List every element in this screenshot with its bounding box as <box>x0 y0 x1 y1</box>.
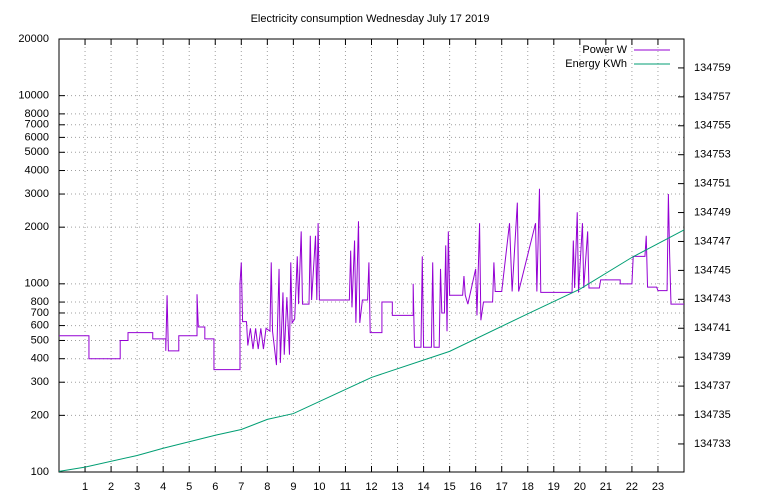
y2-tick-label: 134735 <box>694 409 731 421</box>
y-tick-label: 5000 <box>25 146 49 158</box>
y-tick-label: 7000 <box>25 119 49 131</box>
x-tick-label: 12 <box>365 481 377 493</box>
y2-tick-label: 134753 <box>694 149 731 161</box>
y2-tick-label: 134759 <box>694 62 731 74</box>
y-tick-label: 20000 <box>18 33 49 45</box>
y2-tick-label: 134757 <box>694 91 731 103</box>
x-tick-label: 13 <box>391 481 403 493</box>
y2-tick-label: 134733 <box>694 438 731 450</box>
y-tick-label: 10000 <box>18 90 49 102</box>
x-tick-label: 3 <box>134 481 140 493</box>
x-tick-label: 6 <box>212 481 218 493</box>
x-tick-label: 14 <box>417 481 429 493</box>
y-tick-label: 2000 <box>25 221 49 233</box>
y2-tick-label: 134751 <box>694 178 731 190</box>
x-tick-label: 11 <box>340 481 351 493</box>
x-tick-label: 5 <box>186 481 192 493</box>
x-tick-label: 21 <box>600 481 612 493</box>
series-line <box>58 229 685 472</box>
x-tick-label: 4 <box>160 481 166 493</box>
y2-tick-label: 134743 <box>694 293 731 305</box>
y-tick-label: 800 <box>31 296 49 308</box>
x-tick-label: 19 <box>548 481 560 493</box>
chart-title: Electricity consumption Wednesday July 1… <box>251 13 490 25</box>
y-tick-label: 400 <box>31 353 49 365</box>
y2-tick-label: 134741 <box>694 322 731 334</box>
x-tick-label: 10 <box>313 481 325 493</box>
y2-tick-label: 134749 <box>694 206 731 218</box>
y-tick-label: 3000 <box>25 188 49 200</box>
x-tick-label: 20 <box>574 481 586 493</box>
y2-tick-label: 134737 <box>694 380 731 392</box>
y-tick-label: 200 <box>31 409 49 421</box>
x-tick-label: 15 <box>444 481 456 493</box>
x-tick-label: 8 <box>264 481 270 493</box>
series-line <box>59 188 684 371</box>
x-tick-label: 17 <box>496 481 508 493</box>
y-tick-label: 4000 <box>25 164 49 176</box>
legend-label: Power W <box>582 44 627 56</box>
y2-tick-label: 134745 <box>694 264 731 276</box>
y2-tick-label: 134747 <box>694 235 731 247</box>
x-tick-label: 1 <box>82 481 88 493</box>
plot-frame <box>58 38 685 473</box>
y-tick-label: 300 <box>31 376 49 388</box>
y-tick-label: 600 <box>31 319 49 331</box>
x-tick-label: 7 <box>238 481 244 493</box>
y-tick-label: 700 <box>31 307 49 319</box>
x-tick-label: 9 <box>290 481 296 493</box>
y-tick-label: 100 <box>31 466 49 478</box>
y2-tick-label: 134739 <box>694 351 731 363</box>
x-tick-label: 22 <box>626 481 638 493</box>
y2-tick-label: 134755 <box>694 120 731 132</box>
y-tick-label: 6000 <box>25 131 49 143</box>
x-tick-label: 16 <box>470 481 482 493</box>
y-tick-label: 500 <box>31 334 49 346</box>
legend-label: Energy KWh <box>565 58 627 70</box>
x-tick-label: 18 <box>522 481 534 493</box>
y-tick-label: 1000 <box>25 278 49 290</box>
x-tick-label: 2 <box>108 481 114 493</box>
x-tick-label: 23 <box>652 481 664 493</box>
y-tick-label: 8000 <box>25 108 49 120</box>
